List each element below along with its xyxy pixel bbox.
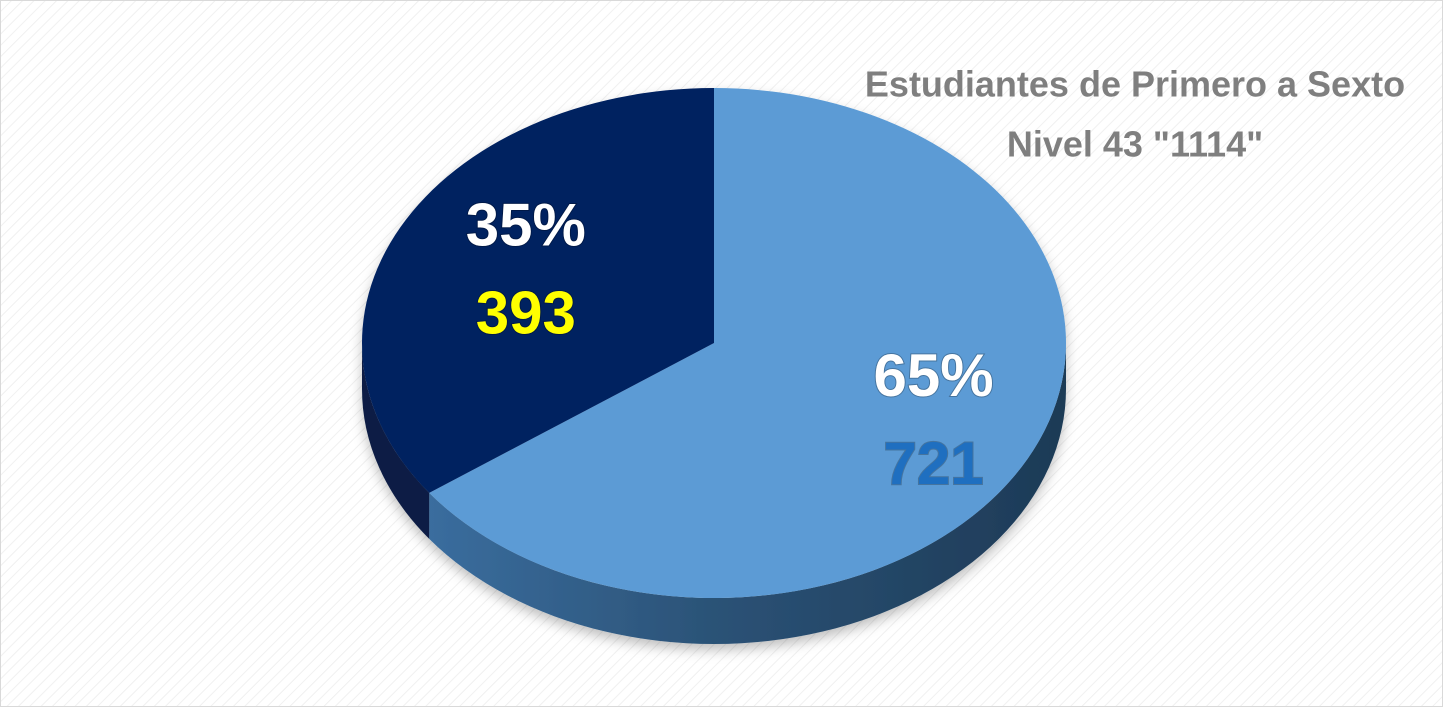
slice: [429, 88, 1066, 598]
labels: 65% 721 35% 393: [465, 190, 995, 497]
percent-label: 65%: [873, 342, 993, 409]
slice-side: [429, 343, 1067, 645]
slice-side: [362, 343, 430, 539]
chart-title: Nivel 43 "1114": [1007, 124, 1263, 165]
percent-label: 35%: [466, 191, 586, 258]
count-label: 721: [883, 430, 983, 497]
slice: [361, 88, 714, 493]
count-label: 393: [476, 279, 576, 346]
chart-title: Estudiantes de Primero a Sexto: [865, 64, 1405, 105]
pie: [361, 88, 1067, 645]
